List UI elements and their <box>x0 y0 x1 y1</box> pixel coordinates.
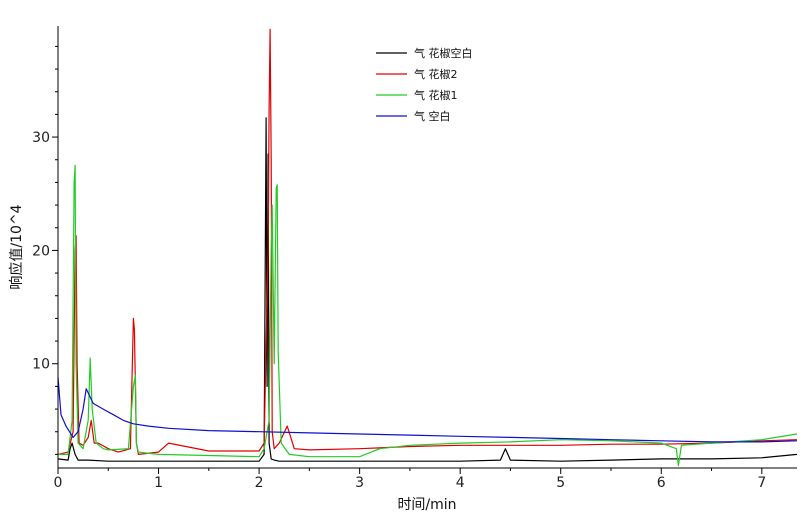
x-tick-label: 3 <box>355 475 364 491</box>
x-tick-label: 4 <box>456 475 465 491</box>
y-tick-label: 30 <box>32 130 50 146</box>
ticks: 0 1 2 3 4 5 6 7 10 20 30 <box>32 45 766 491</box>
axes <box>57 26 797 469</box>
legend-label: 气 空白 <box>414 109 451 123</box>
x-tick-label: 0 <box>54 475 63 491</box>
x-tick-label: 5 <box>556 475 565 491</box>
series-line-1 <box>57 117 798 462</box>
y-tick-label: 10 <box>32 357 50 373</box>
x-tick-label: 6 <box>657 475 666 491</box>
y-tick-label: 20 <box>32 243 50 259</box>
y-axis-title: 响应值/10^4 <box>8 204 25 289</box>
legend-label: 气 花椒2 <box>414 67 458 81</box>
series-line-4 <box>57 377 798 443</box>
x-tick-label: 7 <box>757 475 766 491</box>
x-tick-label: 2 <box>255 475 264 491</box>
legend-label: 气 花椒1 <box>414 88 458 102</box>
legend-label: 气 花椒空白 <box>414 46 473 60</box>
series-line-3 <box>58 164 798 467</box>
x-axis-title: 时间/min <box>397 497 456 513</box>
series-lines <box>57 28 798 467</box>
x-tick-label: 1 <box>154 475 163 491</box>
